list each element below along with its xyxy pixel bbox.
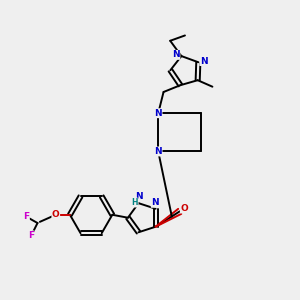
Text: H: H [132,198,138,207]
Text: N: N [172,50,180,59]
Text: N: N [154,147,162,156]
Text: N: N [200,57,207,66]
Text: O: O [180,204,188,213]
Text: N: N [135,192,142,201]
Text: F: F [23,212,29,221]
Text: N: N [154,109,162,118]
Text: F: F [28,231,34,240]
Text: O: O [52,210,60,219]
Text: N: N [151,198,159,207]
